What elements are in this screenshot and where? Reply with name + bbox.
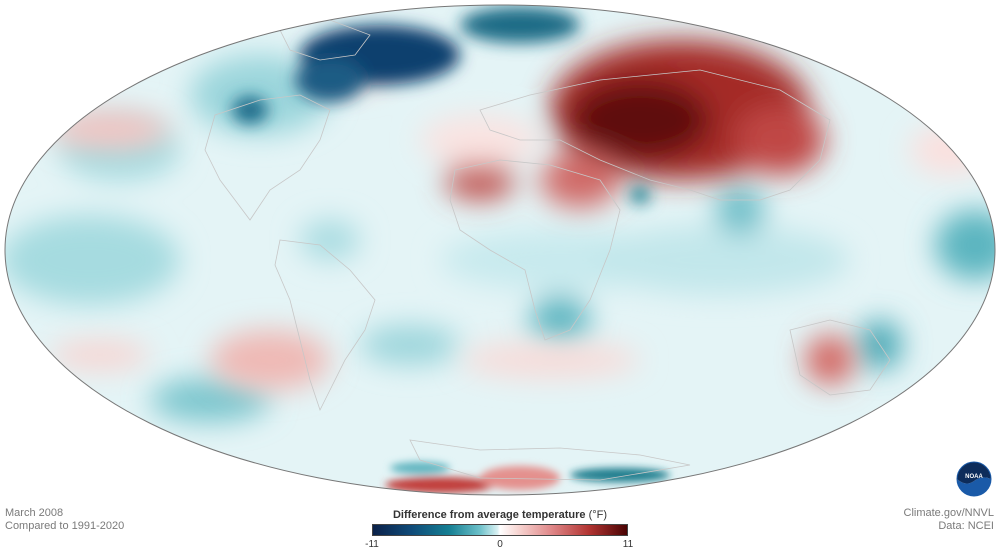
legend-unit: (°F) — [588, 509, 608, 521]
legend-title: Difference from average temperature — [392, 509, 586, 521]
period-label: March 2008 — [5, 507, 64, 519]
footer-left: March 2008 Compared to 1991-2020 — [5, 507, 124, 533]
noaa-logo-icon: NOAA — [956, 461, 992, 497]
logo-text: NOAA — [965, 474, 983, 480]
source-label: Data: NCEI — [938, 520, 994, 532]
footer-right: Climate.gov/NNVL Data: NCEI — [904, 507, 994, 533]
anomaly-map — [4, 4, 996, 496]
legend-title-row: Difference from average temperature (°F) — [360, 508, 640, 522]
legend-mid-label: 0 — [497, 539, 503, 550]
baseline-label: Compared to 1991-2020 — [5, 520, 125, 532]
credit-label: Climate.gov/NNVL — [903, 507, 994, 519]
globe-outline — [4, 4, 996, 496]
color-legend: Difference from average temperature (°F)… — [360, 508, 640, 550]
anomaly-field — [5, 5, 995, 495]
legend-min-label: -11 — [365, 539, 379, 550]
legend-max-label: 11 — [622, 539, 634, 550]
legend-color-bar — [372, 524, 628, 536]
coastlines — [204, 19, 891, 481]
